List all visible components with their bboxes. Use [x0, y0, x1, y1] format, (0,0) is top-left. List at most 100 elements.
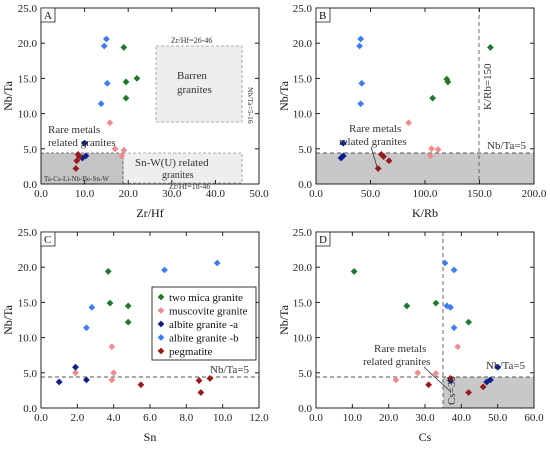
data-point-muscovite [110, 369, 118, 377]
data-point-pegmatite [206, 375, 214, 382]
nbta-5-16-label: Nb/Ta=5-16 [246, 87, 255, 124]
data-point-two-mica [432, 299, 440, 307]
x-tick-label: 50.0 [361, 188, 381, 200]
x-tick-label: 40.0 [452, 412, 472, 424]
panel-b-points [337, 35, 494, 172]
legend-label: two mica granite [169, 292, 243, 304]
data-point-pegmatite [195, 377, 203, 384]
data-point-muscovite [414, 369, 422, 377]
x-tick-label: 150.0 [467, 188, 492, 200]
y-tick-label: 20.0 [18, 262, 38, 274]
x-tick-label: 0.0 [34, 188, 48, 200]
y-tick-label: 5.0 [298, 144, 312, 156]
data-point-two-mica [487, 44, 494, 51]
zrhf-18-46-label: Zr/Hf=18-46 [169, 182, 210, 191]
panel-c-letter: C [44, 234, 51, 246]
data-point-albite-a [494, 363, 502, 371]
panel-d-letter: D [319, 234, 327, 246]
snw-label: Sn-W(U) related [135, 157, 209, 169]
panel-b-letter-box [315, 7, 331, 23]
y-tick-label: 10.0 [293, 333, 313, 345]
y-tick-label: 5.0 [23, 368, 37, 380]
data-point-albite-a [337, 154, 345, 162]
legend-label: albite granite -a [169, 319, 238, 331]
data-point-albite-b [213, 259, 221, 267]
y-tick-label: 20.0 [18, 38, 38, 50]
legend-marker-muscovite [157, 307, 165, 314]
nbta-5-label-d: Nb/Ta=5 [486, 360, 526, 372]
x-tick-label: 60.0 [524, 412, 544, 424]
legend-marker-albite-a [157, 320, 165, 328]
x-tick-label: 30.0 [162, 188, 182, 200]
rare-metals-pointer-d [423, 366, 452, 393]
data-point-muscovite [454, 343, 462, 351]
data-point-two-mica [106, 299, 114, 307]
data-point-two-mica [122, 94, 130, 102]
y-tick-label: 10.0 [293, 109, 313, 121]
rare-metals-region-b [316, 153, 534, 184]
panel-c: 0.0 2.0 4.0 6.0 8.0 10.0 12.0 0.0 5.0 10.0 15.0 20.… [1, 227, 269, 444]
panel-b-ticks: 0.0 50.0 100.0 150.0 200.0 0.0 5.0 10.0 15.0 20.0… [293, 3, 547, 200]
data-point-muscovite [118, 152, 126, 160]
x-tick-label: 30.0 [415, 412, 435, 424]
rare-metals-label-d-2: related granites [363, 356, 431, 368]
data-point-albite-b [356, 42, 363, 50]
x-tick-label: 20.0 [119, 188, 139, 200]
data-point-pegmatite [74, 151, 82, 158]
data-point-muscovite [111, 145, 119, 153]
x-tick-label: 10.0 [75, 188, 95, 200]
data-point-two-mica [104, 268, 112, 275]
data-point-muscovite [108, 376, 116, 384]
panel-d-points [350, 259, 502, 396]
y-tick-label: 25.0 [18, 227, 38, 239]
x-tick-label: 10.0 [213, 412, 233, 424]
panel-c-letter-box [40, 231, 56, 247]
panel-a-letter: A [44, 10, 52, 22]
legend-box [151, 286, 257, 361]
x-tick-label: 0.0 [309, 188, 323, 200]
data-point-albite-b [97, 100, 105, 108]
x-tick-label: 20.0 [379, 412, 399, 424]
nbta-5-label-c: Nb/Ta=5 [210, 364, 250, 376]
legend-label: albite granite -b [169, 333, 239, 345]
rare-metals-pointer-b [370, 146, 379, 171]
data-point-albite-a [82, 152, 90, 160]
y-tick-label: 20.0 [293, 262, 313, 274]
data-point-albite-a [83, 376, 90, 384]
rare-metals-label-b: Rare metals [349, 123, 401, 135]
panel-c-ticks: 0.0 2.0 4.0 6.0 8.0 10.0 12.0 0.0 5.0 10.0 15.0 20.… [18, 227, 269, 424]
x-tick-label: 8.0 [179, 412, 193, 424]
data-point-pegmatite [465, 389, 472, 396]
y-tick-label: 5.0 [23, 144, 37, 156]
data-point-pegmatite [75, 153, 83, 160]
y-tick-label: 15.0 [18, 297, 38, 309]
legend-label: muscovite granite [169, 306, 248, 318]
data-point-muscovite [434, 146, 442, 153]
y-tick-label: 0.0 [298, 403, 312, 415]
x-tick-label: 6.0 [143, 412, 157, 424]
barren-region [155, 45, 243, 123]
x-tick-label: 0.0 [34, 412, 48, 424]
panel-c-points [55, 259, 221, 396]
data-point-albite-b [83, 324, 90, 332]
panel-d-ylabel: Nb/Ta [277, 304, 291, 334]
x-tick-label: 40.0 [206, 188, 226, 200]
y-tick-label: 15.0 [293, 73, 313, 85]
rare-metals-label-d: Rare metals [374, 343, 426, 355]
data-point-pegmatite [425, 381, 433, 389]
data-point-albite-b [447, 303, 454, 311]
data-point-two-mica [124, 302, 132, 310]
y-tick-label: 10.0 [18, 333, 38, 345]
barren-label-2: granites [177, 84, 212, 96]
data-point-albite-b [161, 266, 168, 274]
y-tick-label: 5.0 [298, 368, 312, 380]
legend-marker-two-mica [157, 293, 165, 301]
panel-a: 0.0 10.0 20.0 30.0 40.0 50.0 0.0 5.0 10.0 15.0 20.… [1, 3, 269, 220]
y-tick-label: 20.0 [293, 38, 313, 50]
data-point-two-mica [444, 78, 452, 86]
panel-a-ticks: 0.0 10.0 20.0 30.0 40.0 50.0 0.0 5.0 10.0 15.0 20.… [18, 3, 269, 200]
panel-a-frame [40, 7, 260, 185]
x-tick-label: 12.0 [249, 412, 269, 424]
y-tick-label: 15.0 [18, 73, 38, 85]
data-point-albite-a [339, 152, 347, 160]
